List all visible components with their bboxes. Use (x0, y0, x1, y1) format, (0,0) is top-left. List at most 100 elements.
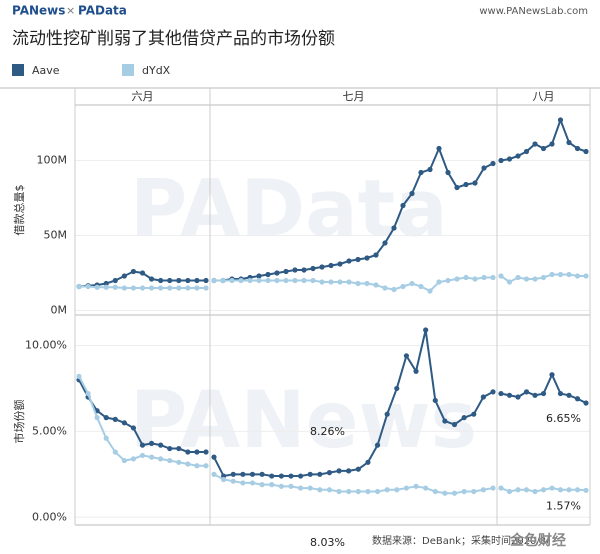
data-point (240, 471, 246, 477)
y-tick-label: 0M (51, 304, 68, 317)
data-point (194, 463, 200, 469)
data-point (203, 285, 209, 291)
data-point (211, 471, 217, 477)
data-point (203, 449, 209, 455)
data-point (413, 368, 419, 374)
data-point (269, 482, 275, 488)
data-point (480, 487, 486, 493)
data-point (506, 392, 513, 398)
data-point (583, 273, 589, 279)
data-point (523, 276, 530, 282)
data-point (230, 471, 236, 477)
data-point (574, 273, 581, 279)
data-point (391, 286, 397, 293)
data-point (94, 284, 100, 290)
data-point (238, 277, 244, 284)
data-point (454, 276, 460, 282)
data-point (532, 392, 538, 398)
data-point (148, 454, 155, 460)
data-point (523, 487, 530, 493)
data-point (557, 487, 564, 493)
data-point (249, 471, 256, 477)
data-point (498, 485, 504, 491)
data-point (319, 279, 325, 285)
data-point (549, 271, 555, 278)
data-point (409, 190, 415, 197)
data-point (112, 449, 118, 455)
data-point (139, 285, 146, 291)
data-point (112, 284, 118, 290)
data-point (167, 277, 173, 284)
data-point (326, 470, 333, 476)
data-point (374, 488, 381, 495)
data-point (259, 471, 265, 477)
data-point (403, 485, 410, 491)
data-point (427, 288, 433, 294)
data-point (403, 353, 410, 359)
data-point (384, 411, 390, 417)
y-tick-label: 5.00% (32, 424, 67, 437)
data-point (566, 271, 572, 278)
data-point (139, 270, 146, 276)
data-point (461, 415, 467, 421)
data-point (194, 277, 200, 284)
data-point (112, 277, 118, 284)
data-point (247, 277, 253, 284)
data-point (317, 471, 323, 477)
y-tick-label: 50M (44, 229, 68, 242)
data-point (490, 389, 496, 395)
data-point (185, 449, 191, 455)
y-axis-label: 市场份额 (12, 400, 26, 444)
data-point (365, 488, 371, 495)
data-point (540, 145, 547, 152)
data-point (229, 277, 235, 284)
data-point (481, 165, 487, 171)
data-point (310, 265, 316, 272)
data-point (203, 463, 209, 469)
data-point (557, 390, 564, 397)
data-point (121, 457, 127, 464)
watermark: PANews (130, 376, 477, 466)
data-point (451, 421, 458, 428)
data-point (574, 396, 581, 402)
data-point (490, 274, 496, 281)
data-point (436, 279, 442, 285)
data-point (566, 392, 572, 398)
data-point (336, 488, 342, 495)
logo-left: PANews (12, 4, 65, 18)
data-point (256, 273, 262, 279)
data-point (413, 483, 419, 489)
data-point (346, 258, 352, 264)
data-point (167, 445, 173, 452)
data-point (130, 425, 137, 431)
data-point (185, 285, 191, 291)
data-point (221, 476, 227, 483)
y-tick-label: 100M (37, 154, 68, 167)
data-point (480, 394, 486, 400)
data-point (328, 262, 334, 269)
data-point (418, 169, 424, 176)
data-point (506, 279, 513, 285)
data-point (288, 473, 294, 479)
data-point (463, 274, 469, 281)
data-point (583, 148, 589, 155)
data-point (337, 279, 343, 285)
data-point (394, 385, 400, 392)
data-point (364, 255, 370, 261)
data-point (583, 487, 589, 493)
y-axis-label: 借款总量$ (12, 185, 26, 236)
data-point (301, 267, 307, 273)
data-point (557, 117, 564, 123)
data-point (346, 468, 352, 474)
logo-right: PAData (78, 4, 127, 18)
data-point (461, 488, 467, 495)
data-point (148, 276, 155, 282)
data-point (490, 485, 496, 491)
data-point (365, 459, 371, 465)
data-point (355, 488, 361, 495)
data-point (409, 280, 415, 287)
data-point (540, 390, 547, 397)
data-point (103, 415, 109, 421)
data-point (158, 456, 164, 462)
legend-label: dYdX (142, 64, 171, 77)
